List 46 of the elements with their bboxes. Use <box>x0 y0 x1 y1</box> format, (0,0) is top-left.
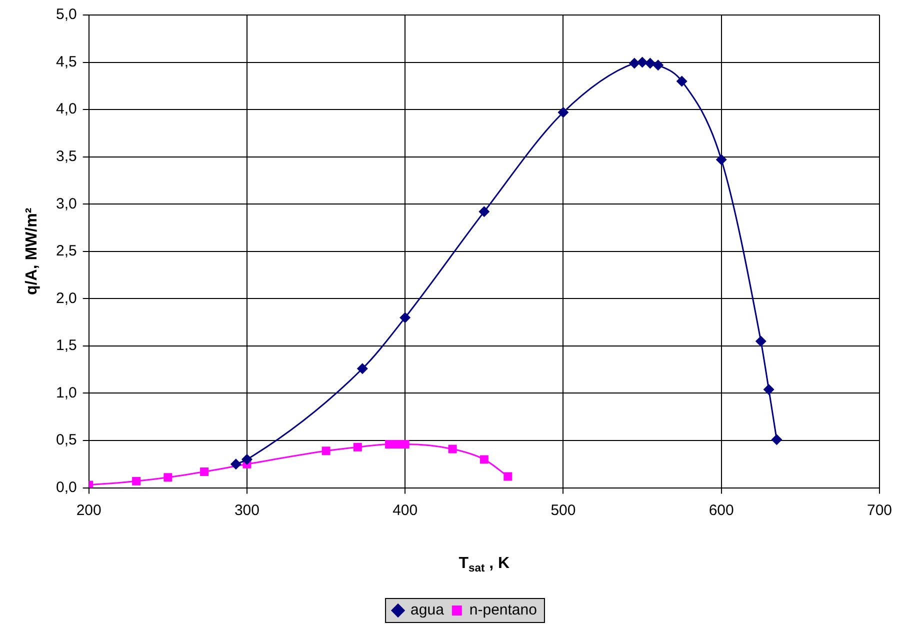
y-tick-label: 5,0 <box>56 6 77 24</box>
point <box>356 363 368 374</box>
y-tick-label: 4,5 <box>56 53 77 70</box>
point <box>676 76 688 87</box>
point <box>716 154 727 166</box>
x-tick-label: 600 <box>708 502 734 519</box>
y-tick-label: 1,5 <box>56 337 77 354</box>
point <box>353 442 362 452</box>
point <box>636 56 648 68</box>
y-tick-label: 3,0 <box>56 195 77 212</box>
point <box>392 440 402 449</box>
point <box>400 440 410 449</box>
point <box>400 312 411 324</box>
point <box>644 58 656 69</box>
x-tick-label: 500 <box>550 502 576 519</box>
x-tick-label: 200 <box>76 502 102 519</box>
point <box>385 440 394 449</box>
point <box>652 60 664 71</box>
point <box>628 58 640 69</box>
point <box>241 454 252 465</box>
y-tick-label: 1,0 <box>56 384 77 402</box>
point <box>480 455 488 464</box>
point <box>164 473 172 482</box>
y-tick-label: 0,5 <box>56 432 77 449</box>
y-tick-label: 4,0 <box>56 100 77 118</box>
y-axis-title: q/A, MW/m² <box>23 208 40 295</box>
x-tick-label: 300 <box>234 502 260 519</box>
y-tick-label: 3,5 <box>56 148 77 165</box>
legend-label: n-pentano <box>469 602 537 619</box>
x-tick-label: 700 <box>866 502 892 519</box>
legend-label: agua <box>410 602 445 619</box>
point <box>478 206 490 218</box>
point <box>763 384 774 395</box>
y-tick-label: 2,5 <box>56 242 77 260</box>
point <box>755 336 766 347</box>
y-tick-label: 0,0 <box>56 478 77 496</box>
point <box>322 446 330 456</box>
point <box>200 467 209 476</box>
point <box>230 458 242 470</box>
point <box>448 444 457 454</box>
point <box>132 476 141 486</box>
point <box>771 434 782 446</box>
point <box>558 106 569 118</box>
point <box>504 472 512 481</box>
y-tick-label: 2,0 <box>56 290 77 307</box>
x-tick-label: 400 <box>392 502 418 519</box>
